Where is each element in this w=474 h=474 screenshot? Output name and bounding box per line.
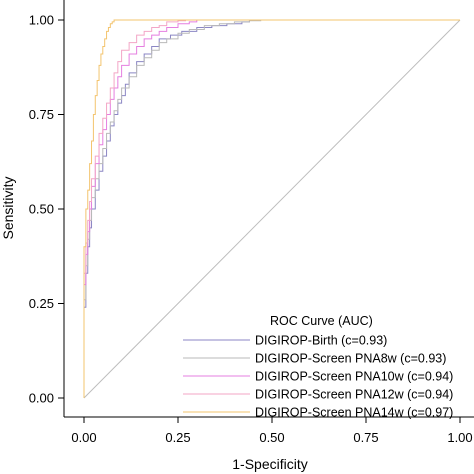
roc-series-line-1 (83, 19, 460, 398)
x-tick-label: 0.00 (71, 430, 96, 445)
x-tick-label: 1.00 (447, 430, 472, 445)
y-axis-title: Sensitivity (0, 176, 16, 239)
legend-items: DIGIROP-Birth (c=0.93) DIGIROP-Screen PNA… (183, 334, 453, 420)
x-axis-title: 1-Specificity (232, 456, 307, 472)
legend-title: ROC Curve (AUC) (270, 314, 373, 328)
roc-series-line-2 (83, 19, 460, 398)
y-tick-label: 1.00 (29, 13, 54, 28)
x-ticks: 0.00 0.25 0.50 0.75 1.00 (71, 417, 473, 445)
x-tick-label: 0.25 (165, 430, 190, 445)
legend: ROC Curve (AUC) DIGIROP-Birth (c=0.93)DI… (183, 314, 453, 420)
y-tick-label: 0.25 (29, 296, 54, 311)
legend-label-3: DIGIROP-Screen PNA10w (c=0.94) (255, 370, 453, 384)
roc-series-line-4 (83, 19, 460, 398)
y-tick-label: 0.50 (29, 202, 54, 217)
legend-label-4: DIGIROP-Screen PNA12w (c=0.94) (255, 388, 453, 402)
reference-diagonal (83, 19, 461, 399)
legend-label-1: DIGIROP-Birth (c=0.93) (255, 334, 387, 348)
y-tick-label: 0.00 (29, 391, 54, 406)
y-ticks: 0.00 0.25 0.50 0.75 1.00 (29, 13, 64, 406)
legend-label-2: DIGIROP-Screen PNA8w (c=0.93) (255, 352, 446, 366)
x-tick-label: 0.75 (353, 430, 378, 445)
roc-series-line-5 (83, 19, 460, 398)
series-layer (83, 19, 460, 398)
x-tick-label: 0.50 (259, 430, 284, 445)
y-tick-label: 0.75 (29, 107, 54, 122)
legend-label-5: DIGIROP-Screen PNA14w (c=0.97) (255, 406, 453, 420)
